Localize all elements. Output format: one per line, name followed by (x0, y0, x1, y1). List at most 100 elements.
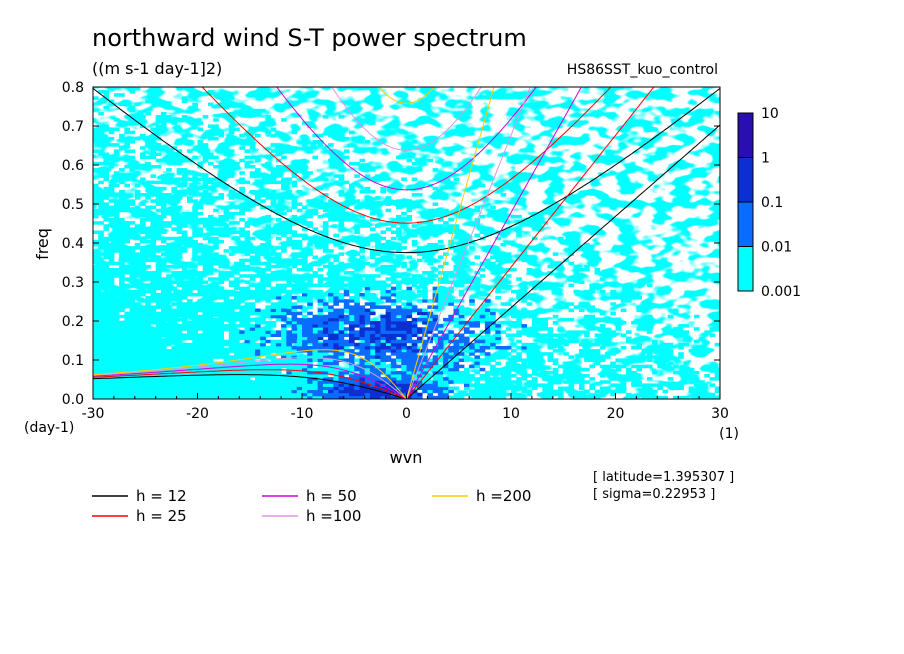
spectrum-cell (218, 308, 225, 313)
spectrum-cell (568, 308, 575, 313)
spectrum-cell (338, 330, 345, 334)
spectrum-cell (270, 302, 277, 306)
spectrum-cell (338, 317, 345, 322)
spectrum-cell (155, 280, 162, 284)
spectrum-cell (505, 286, 512, 291)
spectrum-cell (129, 208, 136, 213)
spectrum-cell (166, 292, 172, 297)
spectrum-cell (187, 327, 193, 331)
spectrum-cell (307, 236, 313, 241)
spectrum-cell (552, 358, 559, 362)
spectrum-cell (108, 249, 115, 253)
spectrum-cell (307, 274, 313, 278)
spectrum-cell (129, 386, 136, 391)
spectrum-cell (453, 352, 460, 356)
spectrum-cell (312, 199, 319, 203)
spectrum-cell (160, 236, 167, 241)
spectrum-cell (218, 345, 225, 350)
spectrum-cell (265, 314, 272, 319)
spectrum-cell (369, 358, 376, 362)
spectrum-cell (181, 289, 188, 294)
spectrum-cell (343, 367, 350, 372)
spectrum-cell (187, 358, 193, 362)
spectrum-cell (286, 383, 292, 387)
spectrum-cell (207, 380, 214, 384)
spectrum-cell (333, 336, 339, 341)
spectrum-cell (411, 308, 418, 313)
spectrum-cell (516, 321, 522, 325)
spectrum-cell (322, 115, 329, 119)
spectrum-cell (343, 214, 350, 219)
spectrum-cell (328, 283, 334, 288)
spectrum-cell (359, 261, 366, 266)
spectrum-cell (218, 261, 225, 266)
spectrum-cell (328, 308, 334, 313)
spectrum-cell (176, 177, 183, 181)
spectrum-cell (228, 136, 235, 141)
spectrum-cell (714, 370, 720, 375)
spectrum-cell (390, 321, 397, 325)
spectrum-cell (108, 380, 115, 384)
spectrum-cell (511, 389, 517, 394)
spectrum-cell (119, 342, 125, 347)
spectrum-cell (160, 383, 167, 387)
spectrum-cell (202, 336, 209, 341)
spectrum-cell (218, 361, 225, 366)
spectrum-cell (443, 292, 449, 297)
spectrum-cell (537, 392, 543, 397)
spectrum-cell (693, 389, 700, 394)
spectrum-cell (437, 330, 444, 334)
spectrum-cell (495, 277, 501, 281)
spectrum-cell (155, 127, 162, 132)
info-latitude: [ latitude=1.395307 ] (593, 470, 734, 485)
spectrum-cell (521, 364, 528, 369)
spectrum-cell (354, 199, 360, 203)
spectrum-cell (197, 358, 204, 362)
spectrum-cell (239, 171, 245, 175)
spectrum-cell (254, 321, 261, 325)
spectrum-cell (390, 308, 397, 313)
spectrum-cell (223, 289, 230, 294)
spectrum-cell (427, 261, 434, 266)
spectrum-cell (108, 243, 115, 247)
spectrum-cell (119, 168, 125, 172)
spectrum-cell (166, 327, 172, 331)
spectrum-cell (145, 367, 151, 372)
spectrum-cell (108, 317, 115, 322)
spectrum-cell (218, 177, 225, 181)
spectrum-cell (291, 302, 298, 306)
spectrum-cell (490, 383, 496, 387)
spectrum-cell (500, 395, 507, 399)
spectrum-cell (479, 214, 486, 219)
spectrum-cell (537, 383, 543, 387)
spectrum-cell (401, 236, 407, 241)
spectrum-cell (291, 205, 298, 210)
spectrum-cell (490, 311, 496, 316)
x-tick-label: 30 (711, 406, 729, 422)
colorbar-swatch (737, 201, 754, 247)
spectrum-cell (213, 261, 219, 266)
spectrum-cell (443, 383, 449, 387)
spectrum-cell (176, 349, 183, 353)
spectrum-cell (406, 292, 413, 297)
spectrum-cell (364, 374, 371, 378)
spectrum-cell (584, 314, 590, 319)
spectrum-cell (406, 289, 413, 294)
spectrum-cell (150, 274, 157, 278)
spectrum-cell (140, 380, 146, 384)
spectrum-cell (296, 283, 303, 288)
spectrum-cell (207, 308, 214, 313)
spectrum-cell (307, 292, 313, 297)
spectrum-cell (129, 374, 136, 378)
spectrum-cell (244, 364, 251, 369)
spectrum-cell (620, 299, 627, 303)
spectrum-cell (709, 377, 716, 381)
spectrum-cell (202, 330, 209, 334)
spectrum-cell (354, 258, 360, 263)
spectrum-cell (108, 246, 115, 250)
spectrum-cell (307, 214, 313, 219)
spectrum-cell (134, 374, 141, 378)
spectrum-cell (108, 352, 115, 356)
spectrum-cell (443, 227, 449, 231)
spectrum-cell (275, 302, 282, 306)
